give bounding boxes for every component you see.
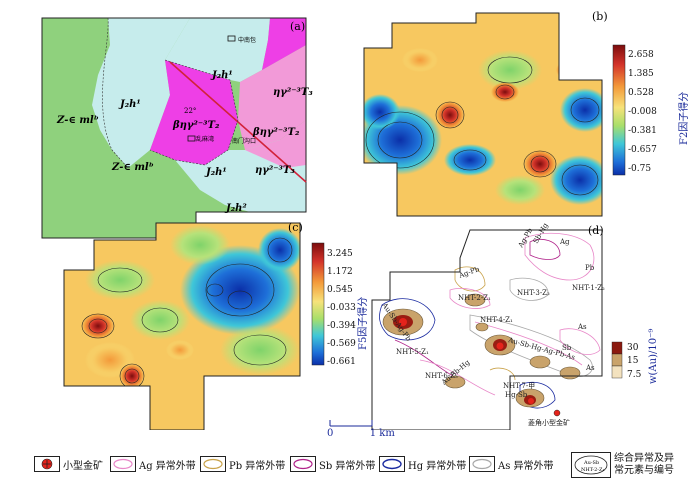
- scale-bar: [329, 420, 373, 427]
- color-scale-bar: [612, 44, 626, 176]
- panel-b-f2-map: (b) 2.658 1.385 0.528 -0.008 -0.381 -0.6…: [363, 10, 690, 217]
- anomaly-label: NHT-7-甲: [503, 382, 535, 390]
- scale-tick: -0.75: [628, 164, 651, 174]
- legend-item-pb: Pb 异常外带: [200, 454, 285, 474]
- scale-tick: 30: [627, 343, 639, 353]
- scale-tick: -0.008: [628, 107, 657, 117]
- composite-anomaly-icon: Au-Sb NHT-2-Z₁: [571, 452, 611, 478]
- scale-tick: -0.661: [327, 357, 356, 367]
- place-label: 中南包: [238, 36, 256, 44]
- scale-tick: 7.5: [627, 370, 642, 380]
- scale-bar-text: 0 1 km: [327, 428, 395, 439]
- scale-tick: -0.381: [628, 126, 657, 136]
- scale-tick: 0.545: [327, 285, 353, 295]
- legend-label: Pb 异常外带: [229, 460, 286, 472]
- unit-label: J₂h¹: [204, 167, 227, 178]
- anomaly-label: NHT-4-Z₁: [480, 316, 513, 324]
- anomaly-label: Hg-Sb: [505, 391, 528, 399]
- gold-mine-marker: [553, 409, 561, 417]
- anomaly-label: As: [577, 323, 587, 331]
- dip-label: 22°: [184, 107, 196, 115]
- unit-label: J₂h²: [224, 203, 247, 214]
- anomaly-label: Ag: [559, 238, 570, 246]
- gold-mine-icon: [34, 456, 60, 472]
- unit-label: ηγ²⁻³T₃: [255, 165, 295, 176]
- place-label: 南门沟口: [232, 137, 256, 145]
- color-scale-bar: [311, 242, 325, 366]
- legend: 小型金矿 Ag 异常外带 Pb 异常外带 Sb 异常外带 Hg 异常外带 As …: [0, 446, 700, 484]
- legend-label: 小型金矿: [63, 460, 103, 472]
- hg-ellipse-icon: [379, 456, 405, 472]
- map-figure: (a) 中南包 乱麻湾 南门沟口 22° J₂h¹ J₂h¹ J₂h¹ J₂h²…: [41, 10, 690, 430]
- legend-label: Hg 异常外带: [408, 460, 467, 472]
- anomaly-label: NHT-2-Z₁: [458, 294, 491, 302]
- place-label: 乱麻湾: [196, 135, 214, 143]
- legend-item-gold-mine: 小型金矿: [34, 454, 103, 474]
- scale-unit: 1 km: [369, 428, 395, 439]
- anomaly-label: NHT-1-Z₂: [572, 284, 605, 292]
- legend-label: Ag 异常外带: [139, 460, 196, 472]
- pb-ellipse-icon: [200, 456, 226, 472]
- composite-inner-label: Au-Sb: [583, 460, 599, 466]
- panel-c-f5-map: (c) 3.245 1.172 0.545 -0.033 -0.394 -0.5…: [63, 221, 369, 430]
- unit-label: ηγ²⁻³T₃: [273, 87, 313, 98]
- legend-item-hg: Hg 异常外带: [379, 454, 466, 474]
- legend-item-ag: Ag 异常外带: [110, 454, 196, 474]
- au-scale-swatch: [611, 353, 623, 367]
- unit-label: βηγ²⁻³T₂: [252, 127, 300, 138]
- panel-a-geology-map: (a) 中南包 乱麻湾 南门沟口 22° J₂h¹ J₂h¹ J₂h¹ J₂h²…: [41, 17, 313, 239]
- unit-label: J₂h¹: [210, 70, 233, 81]
- as-ellipse-icon: [469, 456, 495, 472]
- legend-item-as: As 异常外带: [469, 454, 554, 474]
- panel-a-label: (a): [290, 20, 305, 33]
- legend-item-sb: Sb 异常外带: [290, 454, 375, 474]
- legend-label: 综合异常及异常元素与编号: [614, 453, 674, 476]
- mine-name-label: 菱角小型金矿: [528, 418, 570, 427]
- anomaly-label: As: [585, 364, 595, 372]
- scale-tick: -0.394: [327, 321, 356, 331]
- scale-tick: -0.569: [327, 339, 356, 349]
- unit-label: Z-∈ mlᵇ: [56, 115, 99, 126]
- scale-title: F5因子得分: [357, 297, 369, 350]
- unit-label: Z-∈ mlᵇ: [111, 162, 154, 173]
- scale-zero: 0: [327, 428, 334, 439]
- legend-label: As 异常外带: [498, 460, 554, 472]
- unit-label: J₂h¹: [118, 99, 141, 110]
- panel-d-anomaly-map: (d) Ag-Pb Sb-Hg Ag Pb NHT-1-Z₂ Ag-Pb NHT…: [371, 221, 659, 430]
- panel-d-label: (d): [588, 224, 604, 237]
- legend-item-composite: Au-Sb NHT-2-Z₁ 综合异常及异常元素与编号: [571, 450, 682, 480]
- panel-c-label: (c): [288, 221, 303, 234]
- scale-tick: 0.528: [628, 88, 654, 98]
- sb-ellipse-icon: [290, 456, 316, 472]
- mine-site-icon: [187, 135, 196, 142]
- scale-tick: 2.658: [628, 50, 654, 60]
- anomaly-label: NHT-3-Z₂: [517, 289, 550, 297]
- scale-tick: 3.245: [327, 249, 353, 259]
- anomaly-label: Pb: [585, 264, 595, 272]
- composite-inner-code: NHT-2-Z₁: [581, 467, 604, 473]
- scale-title: w(Au)/10⁻⁹: [648, 329, 659, 384]
- au-scale-swatch: [611, 365, 623, 379]
- anomaly-label: NHT-6-Z₃: [425, 372, 458, 380]
- anomaly-label: Sb: [562, 344, 572, 352]
- au-scale-swatch: [611, 341, 623, 355]
- anomaly-label: NHT-5-Z₁: [396, 348, 429, 356]
- scale-tick: 15: [627, 356, 639, 366]
- unit-label: βηγ²⁻³T₂: [172, 120, 220, 131]
- scale-tick: -0.657: [628, 145, 657, 155]
- ag-ellipse-icon: [110, 456, 136, 472]
- scale-title: F2因子得分: [678, 92, 690, 145]
- scale-tick: 1.385: [628, 69, 654, 79]
- mine-site-icon: [227, 35, 236, 42]
- scale-tick: -0.033: [327, 303, 356, 313]
- legend-label: Sb 异常外带: [319, 460, 376, 472]
- scale-tick: 1.172: [327, 267, 353, 277]
- panel-b-label: (b): [592, 10, 608, 23]
